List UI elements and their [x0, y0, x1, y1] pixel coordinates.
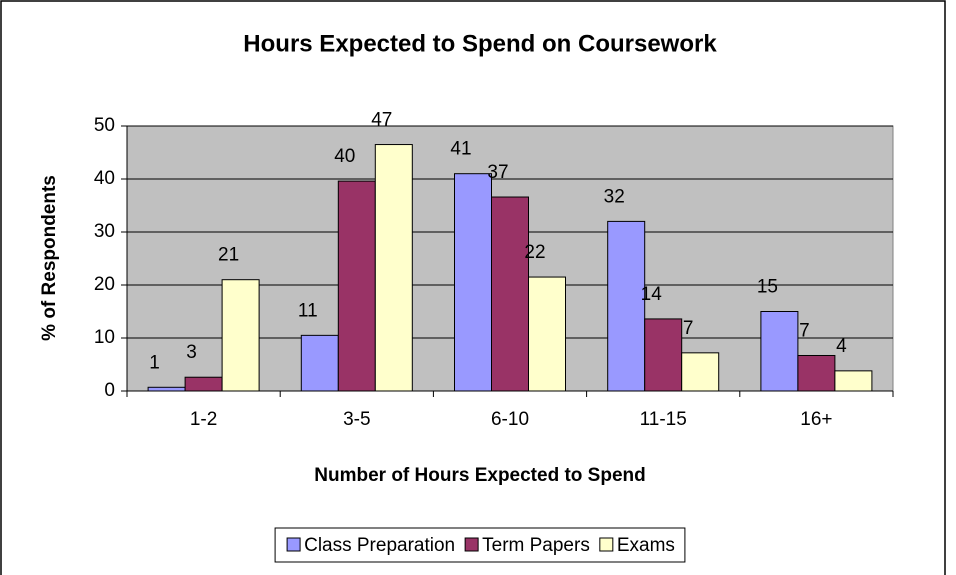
bar: [300, 334, 339, 392]
bar: [644, 318, 683, 392]
legend-swatch: [464, 537, 479, 552]
data-label: 41: [450, 139, 471, 160]
y-tick-label: 50: [94, 115, 115, 136]
y-tick-label: 20: [94, 274, 115, 295]
data-label: 22: [524, 242, 545, 263]
bar: [760, 311, 799, 392]
legend-label: Exams: [617, 535, 675, 556]
bar: [491, 196, 529, 392]
x-tick-label: 1-2: [190, 409, 217, 430]
bar: [147, 386, 186, 392]
x-tick-label: 6-10: [491, 409, 529, 430]
legend-swatch: [599, 537, 614, 552]
x-tick-label: 11-15: [640, 409, 687, 430]
bar: [681, 352, 720, 392]
data-label: 7: [799, 321, 810, 342]
x-tick-label: 3-5: [343, 409, 370, 430]
data-label: 1: [149, 352, 160, 373]
data-label: 40: [334, 146, 355, 167]
y-tick-label: 30: [94, 221, 115, 242]
legend-swatch: [286, 537, 301, 552]
y-tick-label: 0: [104, 380, 115, 401]
legend-label: Class Preparation: [304, 535, 455, 556]
y-tick-label: 40: [94, 168, 115, 189]
x-axis-title: Number of Hours Expected to Spend: [314, 465, 645, 486]
data-label: 21: [218, 245, 239, 266]
bar: [797, 354, 836, 392]
bar: [454, 173, 492, 392]
bar: [528, 276, 566, 392]
bar: [184, 376, 223, 392]
legend-box: [274, 527, 686, 563]
x-tick-label: 16+: [800, 409, 832, 430]
bar: [607, 220, 646, 392]
bar: [337, 180, 376, 392]
bar: [221, 279, 260, 392]
y-tick-label: 10: [94, 327, 115, 348]
data-label: 32: [604, 186, 625, 207]
legend: Class Preparation Term Papers Exams: [274, 527, 686, 563]
legend-label: Term Papers: [482, 535, 590, 556]
data-label: 15: [757, 277, 778, 298]
chart-title: Hours Expected to Spend on Coursework: [243, 30, 717, 57]
y-axis-title: % of Respondents: [39, 175, 60, 341]
data-label: 14: [641, 284, 663, 305]
data-label: 47: [371, 110, 392, 131]
data-label: 37: [487, 162, 508, 183]
data-label: 7: [683, 318, 694, 339]
data-label: 4: [836, 336, 847, 357]
data-label: 3: [186, 342, 197, 363]
bar: [834, 370, 873, 392]
bar: [374, 144, 413, 392]
data-label: 11: [298, 300, 318, 321]
